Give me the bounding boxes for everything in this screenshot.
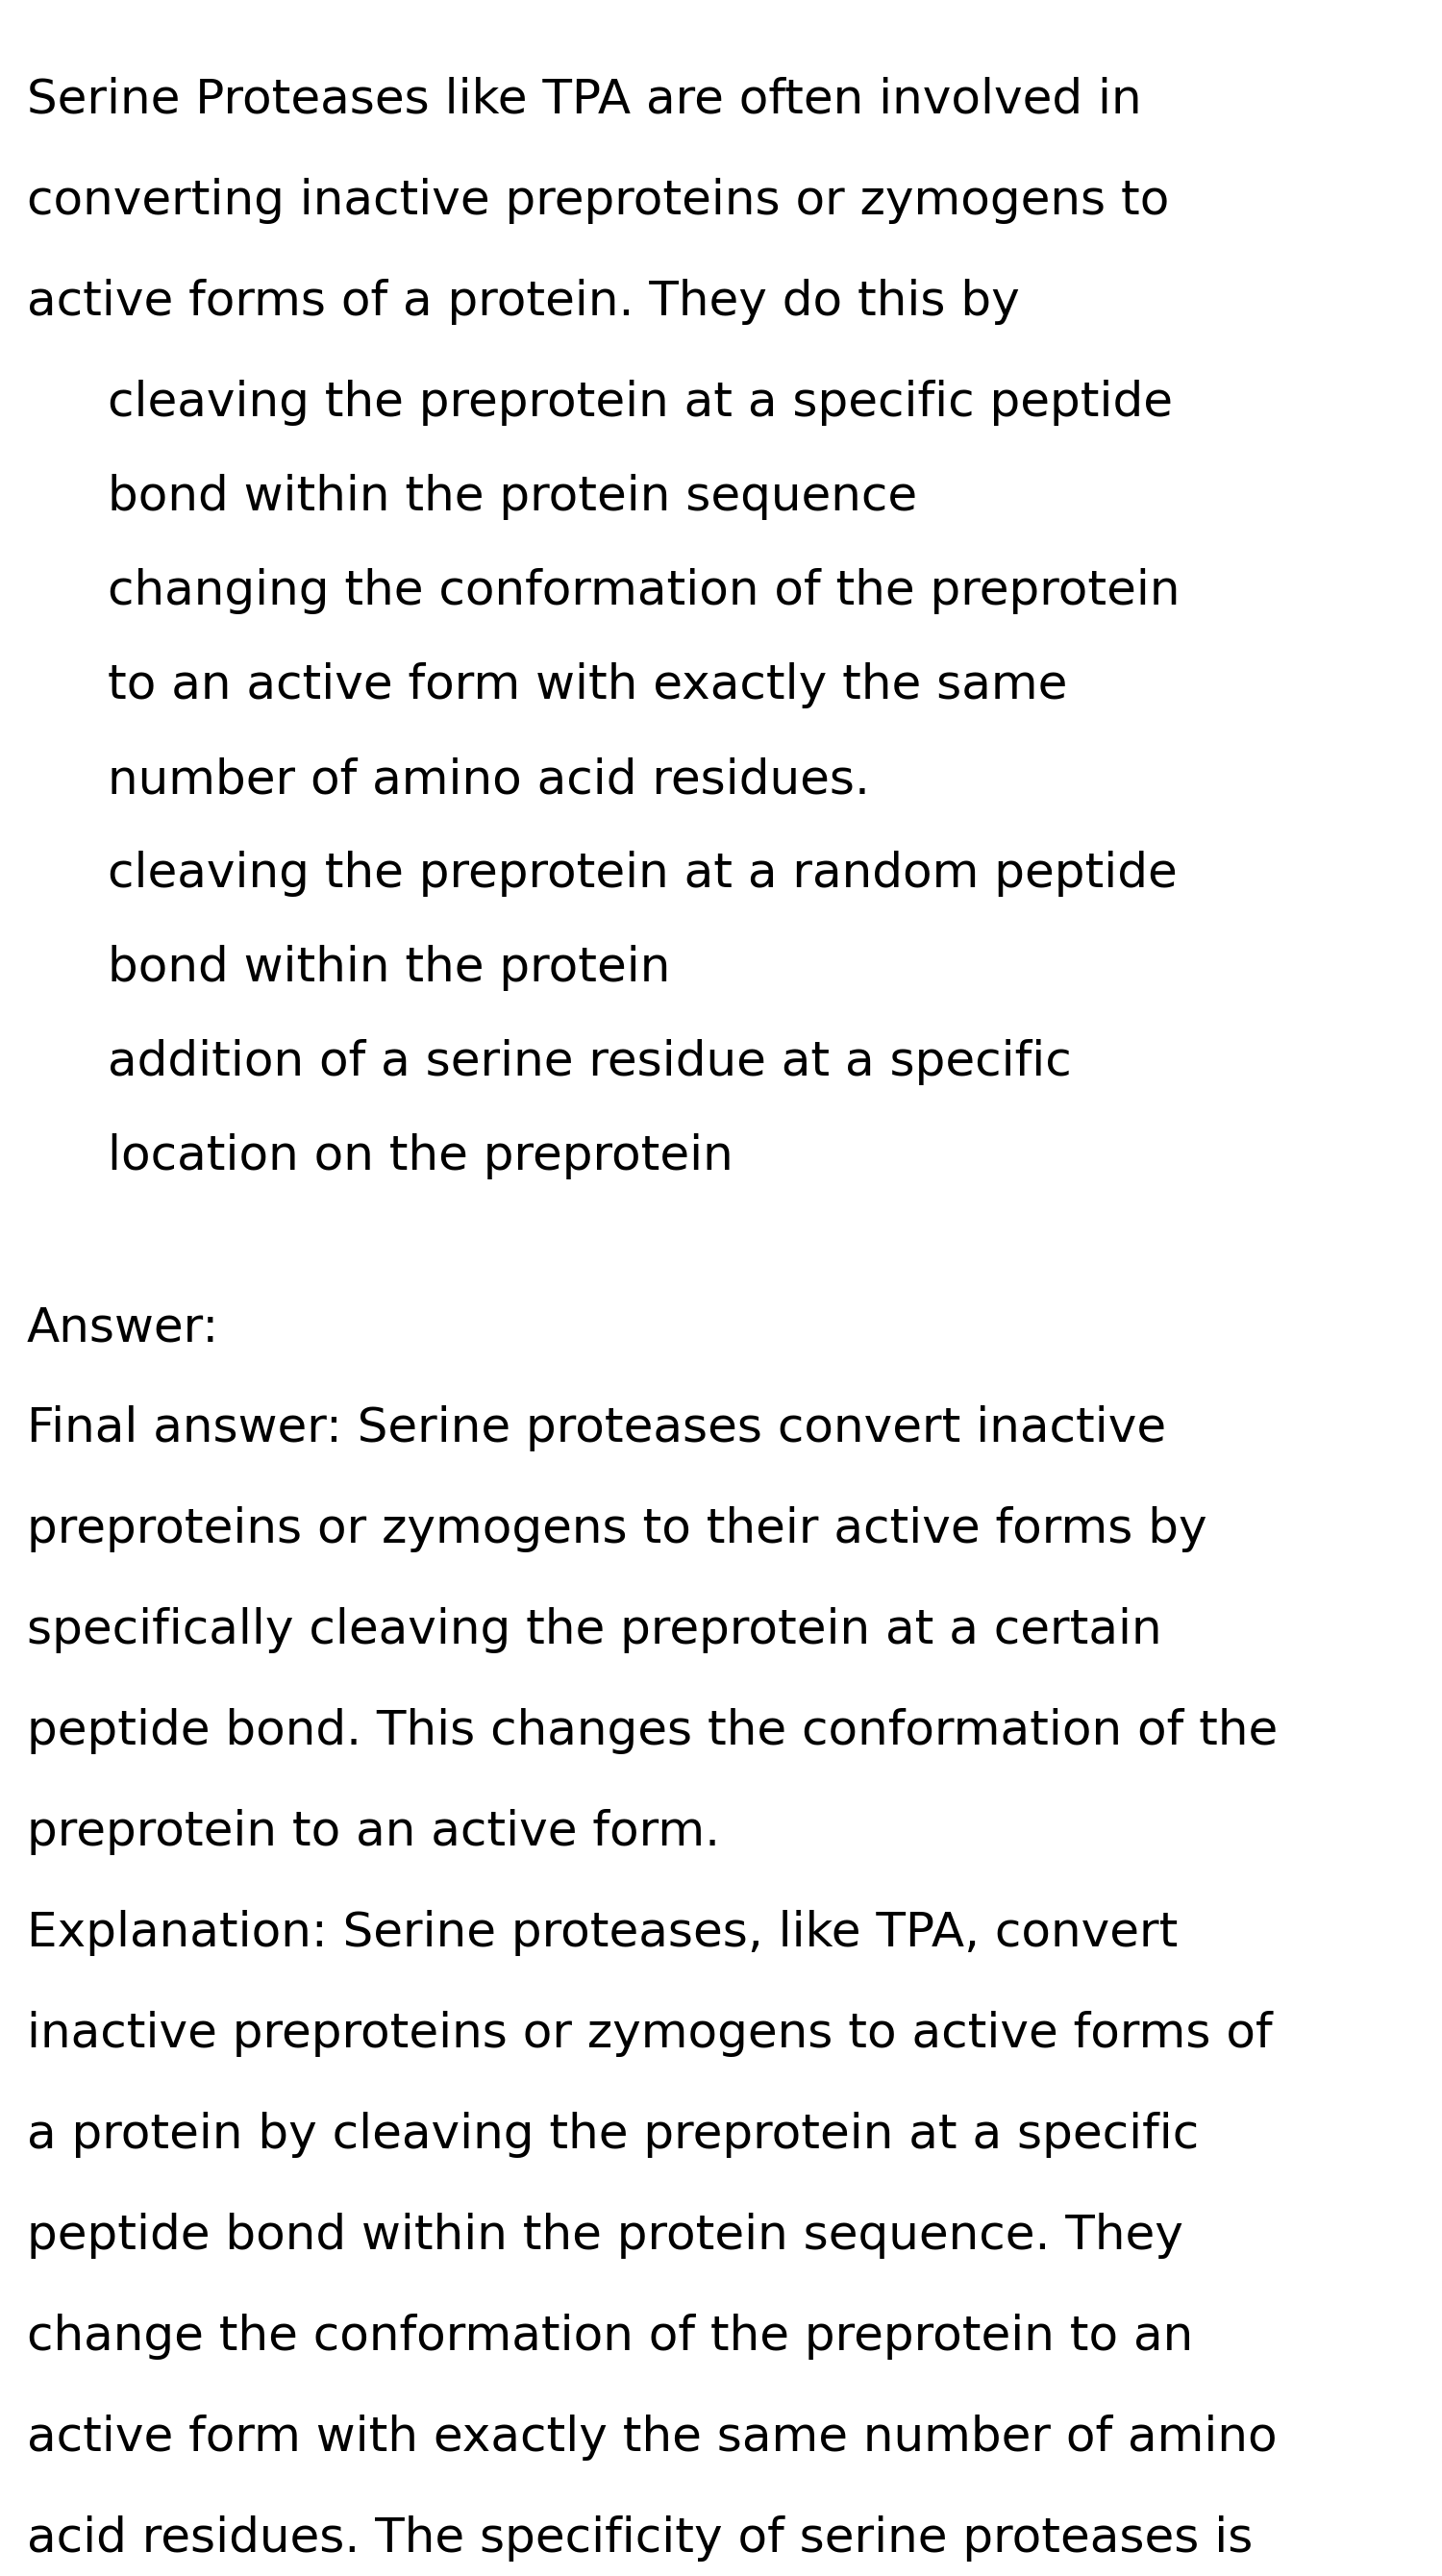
Text: to an active form with exactly the same: to an active form with exactly the same <box>108 662 1067 708</box>
Text: a protein by cleaving the preprotein at a specific: a protein by cleaving the preprotein at … <box>27 2112 1200 2159</box>
Text: location on the preprotein: location on the preprotein <box>108 1133 733 1180</box>
Text: bond within the protein sequence: bond within the protein sequence <box>108 474 917 520</box>
Text: active form with exactly the same number of amino: active form with exactly the same number… <box>27 2414 1278 2460</box>
Text: preproteins or zymogens to their active forms by: preproteins or zymogens to their active … <box>27 1507 1207 1553</box>
Text: preprotein to an active form.: preprotein to an active form. <box>27 1808 720 1855</box>
Text: peptide bond within the protein sequence. They: peptide bond within the protein sequence… <box>27 2213 1184 2259</box>
Text: cleaving the preprotein at a random peptide: cleaving the preprotein at a random pept… <box>108 850 1177 896</box>
Text: Serine Proteases like TPA are often involved in: Serine Proteases like TPA are often invo… <box>27 77 1142 124</box>
Text: Final answer: Serine proteases convert inactive: Final answer: Serine proteases convert i… <box>27 1406 1167 1450</box>
Text: Explanation: Serine proteases, like TPA, convert: Explanation: Serine proteases, like TPA,… <box>27 1909 1178 1955</box>
Text: changing the conformation of the preprotein: changing the conformation of the preprot… <box>108 569 1180 613</box>
Text: inactive preproteins or zymogens to active forms of: inactive preproteins or zymogens to acti… <box>27 2012 1272 2058</box>
Text: active forms of a protein. They do this by: active forms of a protein. They do this … <box>27 278 1019 325</box>
Text: change the conformation of the preprotein to an: change the conformation of the preprotei… <box>27 2313 1194 2360</box>
Text: addition of a serine residue at a specific: addition of a serine residue at a specif… <box>108 1038 1071 1084</box>
Text: specifically cleaving the preprotein at a certain: specifically cleaving the preprotein at … <box>27 1607 1162 1654</box>
Text: peptide bond. This changes the conformation of the: peptide bond. This changes the conformat… <box>27 1708 1278 1754</box>
Text: cleaving the preprotein at a specific peptide: cleaving the preprotein at a specific pe… <box>108 379 1172 425</box>
Text: acid residues. The specificity of serine proteases is: acid residues. The specificity of serine… <box>27 2514 1253 2561</box>
Text: number of amino acid residues.: number of amino acid residues. <box>108 757 870 804</box>
Text: Answer:: Answer: <box>27 1303 219 1350</box>
Text: converting inactive preproteins or zymogens to: converting inactive preproteins or zymog… <box>27 178 1169 224</box>
Text: bond within the protein: bond within the protein <box>108 945 671 992</box>
